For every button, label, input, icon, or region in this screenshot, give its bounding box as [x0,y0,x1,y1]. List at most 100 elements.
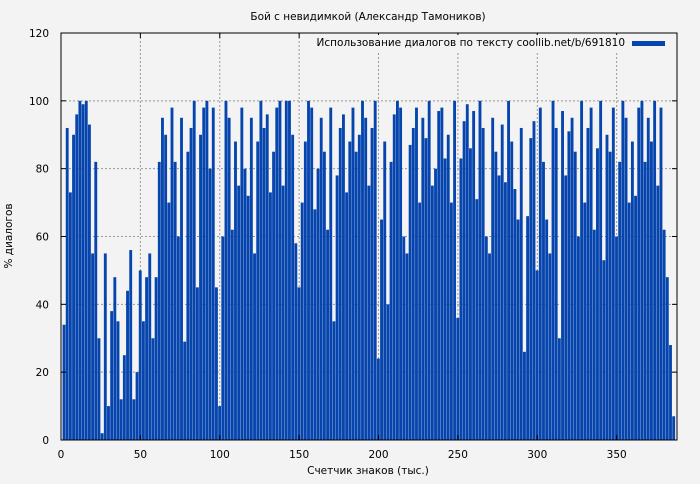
x-axis-label: Счетчик знаков (тыс.) [307,465,429,477]
bar [376,358,380,440]
bar [669,345,672,440]
ticks: 0 20 40 60 80 100 120 0 50 100 150 200 250 300 350 [29,28,677,461]
bar [443,158,447,440]
bar [611,107,615,440]
bar [459,158,463,440]
bar [297,287,301,440]
bar [126,290,129,440]
bar [551,100,555,440]
bar [624,117,628,441]
legend-background [314,35,670,51]
bar [208,168,212,440]
y-tick-label: 40 [36,299,49,311]
bar [665,277,669,440]
bar [592,229,596,440]
bar [516,219,520,440]
bar [91,253,95,440]
y-tick-label: 60 [36,232,49,244]
bar [370,127,374,440]
bar [380,219,383,440]
bar [205,100,209,440]
bar [411,127,415,440]
bar [135,372,139,440]
bar [62,324,66,440]
bar [519,127,523,440]
x-tick-label: 100 [210,449,230,461]
bar [154,277,158,440]
bar [389,161,393,440]
bar [510,141,514,441]
bar [237,185,241,440]
bar [151,338,155,440]
y-tick-label: 20 [36,367,49,379]
bar [132,399,136,440]
bar [148,253,152,440]
bar [532,121,536,440]
bar [173,161,177,440]
bar [446,134,450,440]
bar [357,134,361,440]
bar [145,277,149,440]
bar [557,338,561,440]
bar [656,185,660,440]
bar [249,117,253,441]
bar [542,161,545,440]
bar [602,260,606,440]
bar [564,175,568,440]
bar [348,141,352,441]
bar [484,236,488,440]
bar [176,236,180,440]
bar [284,100,288,440]
bar [78,100,82,440]
bar [87,124,91,440]
bar [573,151,577,441]
bar [129,250,133,440]
x-tick-label: 300 [527,449,547,461]
bar [342,114,345,441]
bar [659,107,663,440]
bar [313,209,317,440]
x-tick-label: 250 [448,449,468,461]
bar [491,117,495,441]
bar [291,134,295,440]
y-tick-label: 100 [29,96,49,108]
bar [221,236,225,440]
bar [634,195,638,440]
bar [456,317,460,440]
legend-label: Использование диалогов по тексту coollib… [317,37,625,49]
bar [234,141,237,441]
y-axis-label: % диалогов [3,203,15,268]
bar [256,141,260,441]
bar [386,304,390,440]
y-tick-label: 80 [36,164,49,176]
bar [180,117,183,441]
bar [288,100,291,440]
bar [418,202,422,440]
bar [326,229,330,440]
bar [278,100,282,440]
bar [272,151,276,441]
bar [653,100,657,440]
bar [72,134,75,440]
bar [583,202,587,440]
bar [65,127,69,440]
bar [367,185,371,440]
bar [576,236,580,440]
bar [243,168,247,440]
bar [307,100,310,440]
bar [138,270,142,440]
bar [265,114,269,441]
bar [408,144,412,441]
bar [465,104,469,440]
bar [643,161,647,440]
bar [395,100,399,440]
bar [316,168,320,440]
bar [494,151,498,441]
bar [567,131,571,440]
bar [462,121,466,440]
bar [281,185,285,440]
bar [589,107,593,440]
bar [294,243,298,440]
bar [529,138,533,440]
x-tick-label: 150 [289,449,309,461]
